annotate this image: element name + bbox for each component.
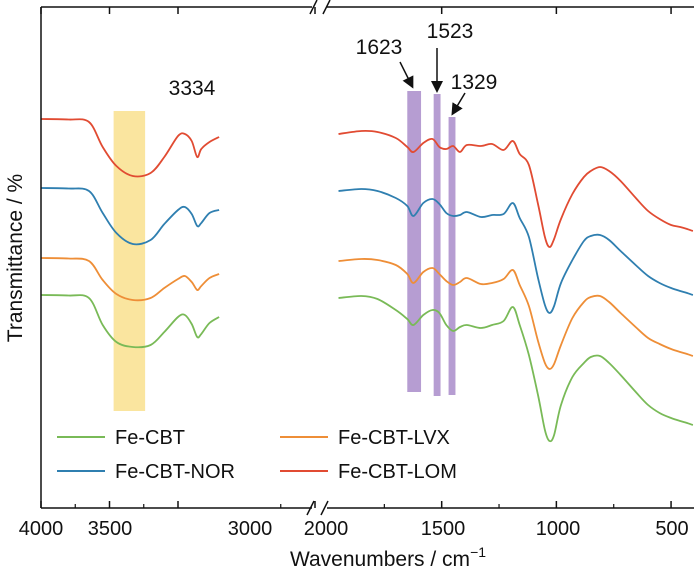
series-line-fe-cbt-left (40, 294, 220, 349)
band-label-1523: 1523 (427, 20, 474, 43)
legend: Fe-CBT Fe-CBT-LVX Fe-CBT-NOR Fe-CBT-LOM (57, 427, 457, 483)
band-annotations: 3334 1623 1523 1329 (169, 20, 498, 116)
x-axis-title-superscript: −1 (470, 544, 486, 560)
band-label-1329: 1329 (451, 71, 498, 94)
x-tick-label-4000: 4000 (19, 518, 64, 540)
legend-label-fe-cbt-lom: Fe-CBT-LOM (338, 461, 457, 483)
series-line-fe-cbt-nor-right (338, 188, 694, 314)
series-line-fe-cbt-lom-right (338, 129, 694, 248)
band-label-1623: 1623 (356, 36, 403, 59)
band-1329 (448, 117, 456, 395)
band-1523 (433, 94, 441, 396)
legend-label-fe-cbt-lvx: Fe-CBT-LVX (338, 427, 450, 449)
axes (40, 0, 694, 516)
x-tick-label-3500: 3500 (88, 518, 133, 540)
series-line-fe-cbt-nor-left (40, 187, 220, 246)
x-tick-label-1000: 1000 (536, 518, 581, 540)
band-1623 (407, 91, 422, 392)
legend-label-fe-cbt: Fe-CBT (115, 427, 185, 449)
band-label-3334: 3334 (169, 77, 216, 100)
band-3334 (113, 111, 146, 411)
axis-break-bottom (306, 500, 329, 516)
band-layer (113, 91, 456, 411)
x-tick-label-500: 500 (655, 518, 688, 540)
x-ticks: 4000 3500 3000 2000 1500 1000 500 (19, 7, 689, 540)
y-axis-title: Transmittance / % (4, 174, 27, 342)
series-line-fe-cbt-right (338, 295, 694, 443)
x-tick-label-2000: 2000 (304, 518, 349, 540)
band-arrow-1623 (399, 61, 414, 89)
legend-label-fe-cbt-nor: Fe-CBT-NOR (115, 461, 235, 483)
x-axis-title-text: Wavenumbers / cm (290, 548, 470, 571)
series-line-fe-cbt-lom-left (40, 118, 220, 178)
series-line-fe-cbt-lvx-left (40, 257, 220, 302)
series-layer (40, 118, 694, 443)
x-tick-label-3000: 3000 (228, 518, 273, 540)
x-tick-label-1500: 1500 (421, 518, 466, 540)
axis-break-top (309, 0, 331, 15)
x-axis-title: Wavenumbers / cm−1 (290, 544, 486, 571)
series-line-fe-cbt-lvx-right (338, 258, 694, 370)
band-arrow-1329 (451, 92, 466, 116)
